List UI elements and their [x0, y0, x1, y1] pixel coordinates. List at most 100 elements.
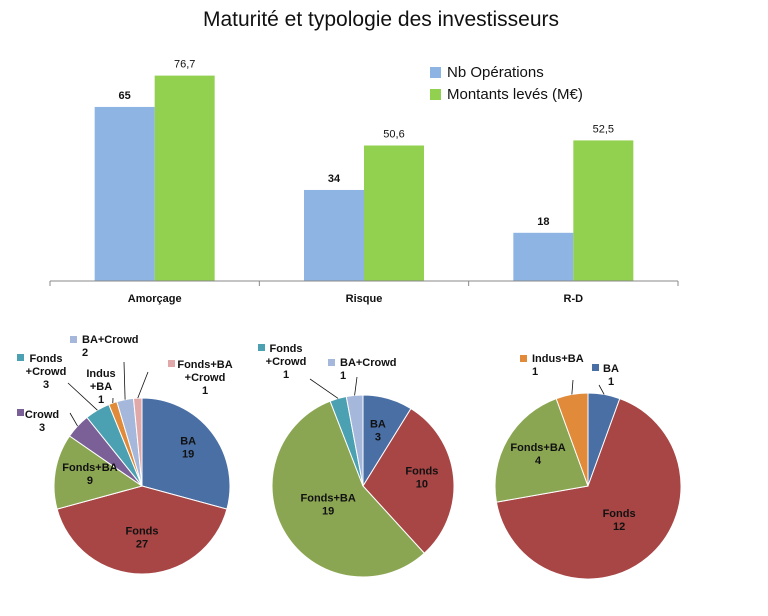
pie-leader-line	[571, 379, 574, 395]
pie-leader-line	[137, 371, 149, 399]
bar-value-label: 50,6	[383, 129, 404, 141]
pie-label-fonds-line: 10	[416, 479, 428, 491]
pie-label-fonds-crowd: Fonds +Crowd 3	[26, 353, 67, 391]
pie-label-ba-crowd: BA+Crowd 1	[340, 357, 397, 382]
pie-label-ba-line: 19	[182, 449, 194, 461]
legend-label: Nb Opérations	[447, 64, 544, 81]
pie-label-ba: BA 3	[370, 418, 386, 443]
bar-chart: 65 76,7 Amorçage 34 50,6 Risque 18 52,5 R-D Nb Op…	[49, 59, 679, 305]
pie-leader-line	[69, 412, 78, 427]
pie-label-fonds-crowd-line: 3	[43, 379, 49, 391]
pie-label-ba-line: BA	[603, 363, 619, 375]
pie-label-crowd: Crowd 3	[25, 409, 59, 434]
bar-nb-operations-r-d	[513, 232, 574, 281]
pie-label-fonds-line: Fonds	[405, 466, 438, 478]
pie-label-ba-crowd-line: BA+Crowd	[82, 334, 139, 346]
bar-value-label: 18	[537, 216, 549, 228]
bar-value-label: 34	[328, 173, 341, 185]
pie-label-swatch	[328, 359, 335, 366]
pie-label-fonds-crowd-line: +Crowd	[26, 366, 67, 378]
pie-label-ba-crowd: BA+Crowd 2	[82, 334, 139, 359]
pie-label-indus-ba-line: Indus	[86, 368, 115, 380]
pie-leader-line	[598, 384, 605, 395]
pie-label-swatch	[17, 354, 24, 361]
pie-label-fonds: Fonds 12	[603, 508, 636, 533]
pie-label-indus-ba-line: 1	[532, 366, 538, 378]
pie-leader-line	[309, 378, 339, 399]
pie-label-ba: BA 19	[180, 436, 196, 461]
pie-label-indus-ba-line: Indus+BA	[532, 353, 584, 365]
pie-label-fonds: Fonds 27	[126, 526, 159, 551]
pie-slice-fonds	[495, 397, 682, 580]
x-tick-label: R-D	[564, 293, 584, 305]
bar-montants-amorage	[154, 75, 215, 281]
pie-label-fonds-ba-line: 9	[87, 475, 93, 487]
pie-label-swatch	[592, 364, 599, 371]
pie-label-indus-ba-line: 1	[98, 394, 104, 406]
bar-value-label: 52,5	[593, 123, 614, 135]
bar-nb-operations-amorage	[94, 106, 155, 281]
pie-label-ba-line: 1	[608, 376, 614, 388]
pie-label-fonds-ba: Fonds+BA 9	[62, 462, 117, 487]
pie-label-fonds-line: Fonds	[603, 508, 636, 520]
pie-label-swatch	[258, 344, 265, 351]
x-tick-label: Amorçage	[128, 293, 182, 305]
pie-label-fonds: Fonds 10	[405, 466, 438, 491]
pie-label-fonds-line: 12	[613, 521, 625, 533]
pie-slice-fonds-ba	[53, 435, 144, 510]
pie-leader-line	[123, 361, 126, 400]
pie-label-indus-ba-line: +BA	[90, 381, 112, 393]
bar-montants-r-d	[573, 140, 634, 281]
bar-montants-risque	[364, 145, 424, 281]
pie-label-fonds-ba-line: 4	[535, 455, 542, 467]
pie-slice-fonds	[362, 407, 455, 554]
pie-label-crowd-line: 3	[39, 422, 45, 434]
pie-leader-line	[67, 382, 98, 411]
pie-label-fonds-ba: Fonds+BA 4	[510, 442, 565, 467]
pie-label-ba-line: 3	[375, 431, 381, 443]
chart-title: Maturité et typologie des investisseurs	[203, 8, 559, 31]
pie-slice-fonds-ba	[494, 397, 589, 503]
pie-slice-fonds-ba	[271, 400, 426, 578]
bar-value-label: 65	[119, 90, 131, 102]
legend-label: Montants levés (M€)	[447, 86, 583, 103]
pie-label-swatch	[70, 336, 77, 343]
pie-label-fonds-ba-line: Fonds+BA	[510, 442, 565, 454]
pie-slice-fonds-ba-crowd	[132, 397, 143, 487]
pie-label-fonds-ba-line: 19	[322, 506, 334, 518]
pie-leader-line	[354, 376, 358, 396]
bar-value-label: 76,7	[174, 59, 195, 71]
pie-label-fonds-crowd-line: 1	[283, 369, 289, 381]
pie-label-swatch	[17, 409, 24, 416]
legend-swatch	[430, 67, 441, 78]
pie-label-fonds-ba-crowd-line: 1	[202, 385, 208, 397]
pie-label-ba-line: BA	[370, 418, 386, 430]
pie-label-crowd-line: Crowd	[25, 409, 59, 421]
pie-label-fonds-crowd: Fonds +Crowd 1	[266, 343, 307, 381]
pie-label-ba: BA 1	[603, 363, 619, 388]
x-tick-label: Risque	[346, 293, 383, 305]
pie-label-swatch	[520, 355, 527, 362]
bar-nb-operations-risque	[304, 189, 364, 281]
pie-label-fonds-crowd-line: Fonds	[270, 343, 303, 355]
pie-label-swatch	[168, 360, 175, 367]
pie-label-ba-crowd-line: 1	[340, 370, 346, 382]
pie-slice-fonds	[56, 485, 228, 575]
pie-label-ba-line: BA	[180, 436, 196, 448]
pie-slice-ba	[141, 397, 231, 510]
pie-label-ba-crowd-line: BA+Crowd	[340, 357, 397, 369]
pie-label-fonds-line: Fonds	[126, 526, 159, 538]
pie-label-fonds-ba-crowd-line: Fonds+BA	[177, 359, 232, 371]
pie-label-fonds-ba-crowd: Fonds+BA +Crowd 1	[177, 359, 232, 397]
pie-label-fonds-crowd-line: +Crowd	[266, 356, 307, 368]
pie-label-fonds-ba: Fonds+BA 19	[301, 493, 356, 518]
pie-label-fonds-line: 27	[136, 539, 148, 551]
pie-label-fonds-ba-line: Fonds+BA	[301, 493, 356, 505]
pie-label-fonds-crowd-line: Fonds	[30, 353, 63, 365]
